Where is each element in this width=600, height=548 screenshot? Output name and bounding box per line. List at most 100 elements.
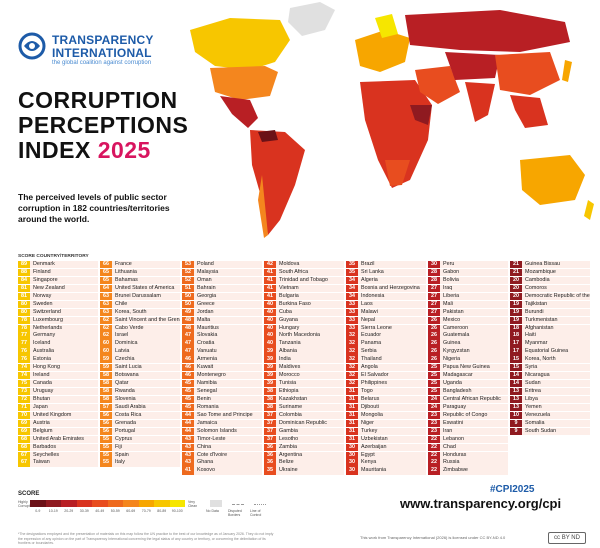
country-score: 31 xyxy=(346,435,358,443)
country-name: Guinea xyxy=(440,340,508,348)
website-link[interactable]: www.transparency.org/cpi xyxy=(400,496,562,511)
country-row: 58 Qatar xyxy=(100,380,180,388)
country-row: 68 United Arab Emirates xyxy=(18,435,98,443)
line-of-control-label: Line of Control xyxy=(250,509,262,517)
country-row: 17 Myanmar xyxy=(510,340,590,348)
country-score: 62 xyxy=(100,316,112,324)
country-row: 40 Cuba xyxy=(264,308,344,316)
country-score: 56 xyxy=(100,427,112,435)
country-row: 65 Lithuania xyxy=(100,268,180,277)
country-score: 43 xyxy=(182,459,194,467)
country-row: 60 Dominica xyxy=(100,340,180,348)
country-score: 46 xyxy=(182,364,194,372)
country-row: 19 Burundi xyxy=(510,308,590,316)
country-name: Iran xyxy=(440,427,508,435)
country-row: 50 Greece xyxy=(182,300,262,308)
country-row: 41 Kosovo xyxy=(182,467,262,475)
country-row: 77 Germany xyxy=(18,332,98,340)
country-row: 26 Cameroon xyxy=(428,324,508,332)
country-name: Singapore xyxy=(30,276,98,285)
country-name: Cabo Verde xyxy=(112,324,180,332)
country-name: South Africa xyxy=(276,268,344,277)
country-score: 65 xyxy=(100,268,112,277)
country-score: 74 xyxy=(18,372,30,380)
country-score: 15 xyxy=(510,364,522,372)
country-score: 36 xyxy=(264,459,276,467)
country-name: New Zealand xyxy=(30,284,98,292)
country-score: 40 xyxy=(264,308,276,316)
country-name: Fiji xyxy=(112,443,180,451)
country-name: Tajikistan xyxy=(522,300,590,308)
country-row: 44 Sao Tome and Principe xyxy=(182,411,262,419)
country-row: 20 Cambodia xyxy=(510,276,590,285)
country-name: Bahamas xyxy=(112,276,180,285)
country-row: 13 Libya xyxy=(510,395,590,404)
country-name: Kazakhstan xyxy=(276,395,344,404)
country-name: Bangladesh xyxy=(440,388,508,396)
country-row: 74 Ireland xyxy=(18,372,98,380)
country-score: 13 xyxy=(510,403,522,412)
country-row: 9 Somalia xyxy=(510,419,590,427)
country-name: Korea, North xyxy=(522,356,590,364)
country-row: 36 Argentina xyxy=(264,451,344,459)
country-row: 33 Malawi xyxy=(346,308,426,316)
country-name: Angola xyxy=(358,364,426,372)
country-row: 34 Indonesia xyxy=(346,292,426,300)
title-year: 2025 xyxy=(97,137,151,163)
country-row: 31 Mongolia xyxy=(346,411,426,419)
country-name: Maldives xyxy=(276,364,344,372)
country-name: Mauritania xyxy=(358,467,426,475)
country-name: Croatia xyxy=(194,340,262,348)
country-name: Gabon xyxy=(440,268,508,277)
country-name: Tunisia xyxy=(276,380,344,388)
country-score: 52 xyxy=(182,276,194,285)
disputed-label: Disputed Borders xyxy=(228,509,242,517)
country-score: 58 xyxy=(100,372,112,380)
country-row: 51 Bahrain xyxy=(182,284,262,292)
country-name: Eswatini xyxy=(440,419,508,427)
country-name: Mozambique xyxy=(522,268,590,277)
country-row: 10 Venezuela xyxy=(510,411,590,419)
country-name: Estonia xyxy=(30,356,98,364)
country-score: 63 xyxy=(100,292,112,300)
country-name: Mexico xyxy=(440,316,508,324)
country-score: 22 xyxy=(428,459,440,467)
country-score: 68 xyxy=(18,443,30,451)
country-score: 58 xyxy=(100,380,112,388)
scale-swatch xyxy=(61,500,77,507)
country-score: 39 xyxy=(264,348,276,356)
country-score: 46 xyxy=(182,372,194,380)
country-score: 33 xyxy=(346,300,358,308)
country-name: United Kingdom xyxy=(30,411,98,419)
country-row: 75 Canada xyxy=(18,380,98,388)
country-score: 77 xyxy=(18,332,30,340)
country-row: 31 Turkey xyxy=(346,427,426,435)
logo-line2: INTERNATIONAL xyxy=(52,46,152,60)
country-score: 41 xyxy=(264,292,276,300)
country-row: 46 Kuwait xyxy=(182,364,262,372)
country-name: Sao Tome and Principe xyxy=(194,411,262,419)
footnote: *The designations employed and the prese… xyxy=(18,532,274,545)
country-row: 32 Angola xyxy=(346,364,426,372)
country-row: 22 Chad xyxy=(428,443,508,451)
scale-swatch xyxy=(76,500,92,507)
country-name: Thailand xyxy=(358,356,426,364)
country-name: France xyxy=(112,261,180,269)
country-score: 47 xyxy=(182,332,194,340)
country-row: 32 Panama xyxy=(346,340,426,348)
country-name: Dominican Republic xyxy=(276,419,344,427)
country-row: 22 Zimbabwe xyxy=(428,467,508,475)
map-india xyxy=(465,82,495,122)
country-row: 55 Fiji xyxy=(100,443,180,451)
country-score: 75 xyxy=(18,380,30,388)
country-score: 36 xyxy=(264,443,276,451)
country-row: 17 Equatorial Guinea xyxy=(510,348,590,356)
country-row: 35 Ukraine xyxy=(264,467,344,475)
country-row: 32 Thailand xyxy=(346,356,426,364)
country-row: 26 Guatemala xyxy=(428,332,508,340)
country-name: Ghana xyxy=(194,459,262,467)
country-name: North Macedonia xyxy=(276,332,344,340)
country-score: 31 xyxy=(346,427,358,435)
scale-tick-label: 70-79 xyxy=(141,509,151,513)
